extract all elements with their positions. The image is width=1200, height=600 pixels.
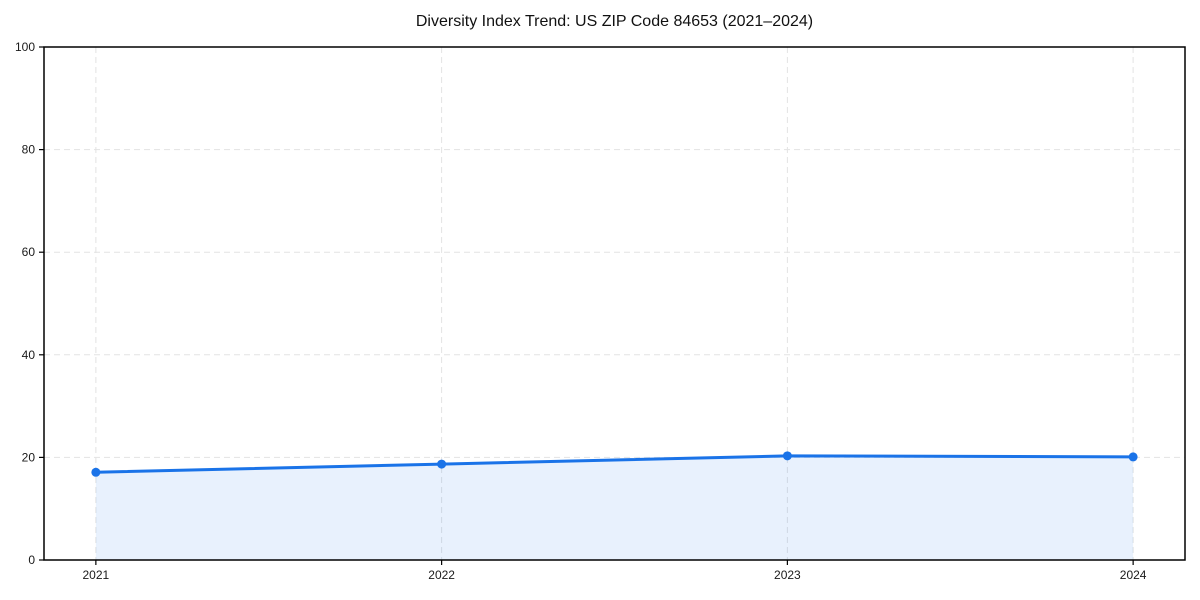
y-tick-label: 40 (22, 348, 36, 362)
x-tick-label: 2021 (83, 568, 110, 582)
y-tick-label: 80 (22, 143, 36, 157)
y-tick-label: 100 (15, 40, 35, 54)
data-point-marker (1128, 452, 1138, 462)
y-tick-label: 60 (22, 245, 36, 259)
y-tick-label: 20 (22, 450, 36, 464)
plot-border (43, 46, 1186, 561)
series-line (94, 454, 1135, 474)
y-tick-label: 0 (28, 553, 35, 567)
series-area-fill (95, 455, 1134, 560)
data-point-marker (782, 451, 792, 461)
chart-title: Diversity Index Trend: US ZIP Code 84653… (415, 13, 814, 30)
x-tick-label: 2023 (774, 568, 801, 582)
x-tick-label: 2024 (1120, 568, 1147, 582)
data-point-marker (437, 459, 447, 469)
data-point-marker (91, 467, 101, 477)
x-tick-label: 2022 (428, 568, 455, 582)
